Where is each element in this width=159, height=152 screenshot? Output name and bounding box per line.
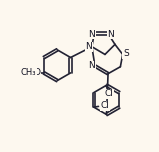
- Text: Cl: Cl: [100, 101, 109, 110]
- Text: N: N: [89, 61, 95, 71]
- Text: Cl: Cl: [104, 89, 113, 98]
- Text: N: N: [89, 30, 95, 39]
- Text: N: N: [85, 42, 92, 51]
- Text: N: N: [107, 30, 114, 39]
- Text: CH₃: CH₃: [21, 68, 36, 77]
- Text: O: O: [33, 68, 41, 77]
- Text: S: S: [123, 49, 129, 58]
